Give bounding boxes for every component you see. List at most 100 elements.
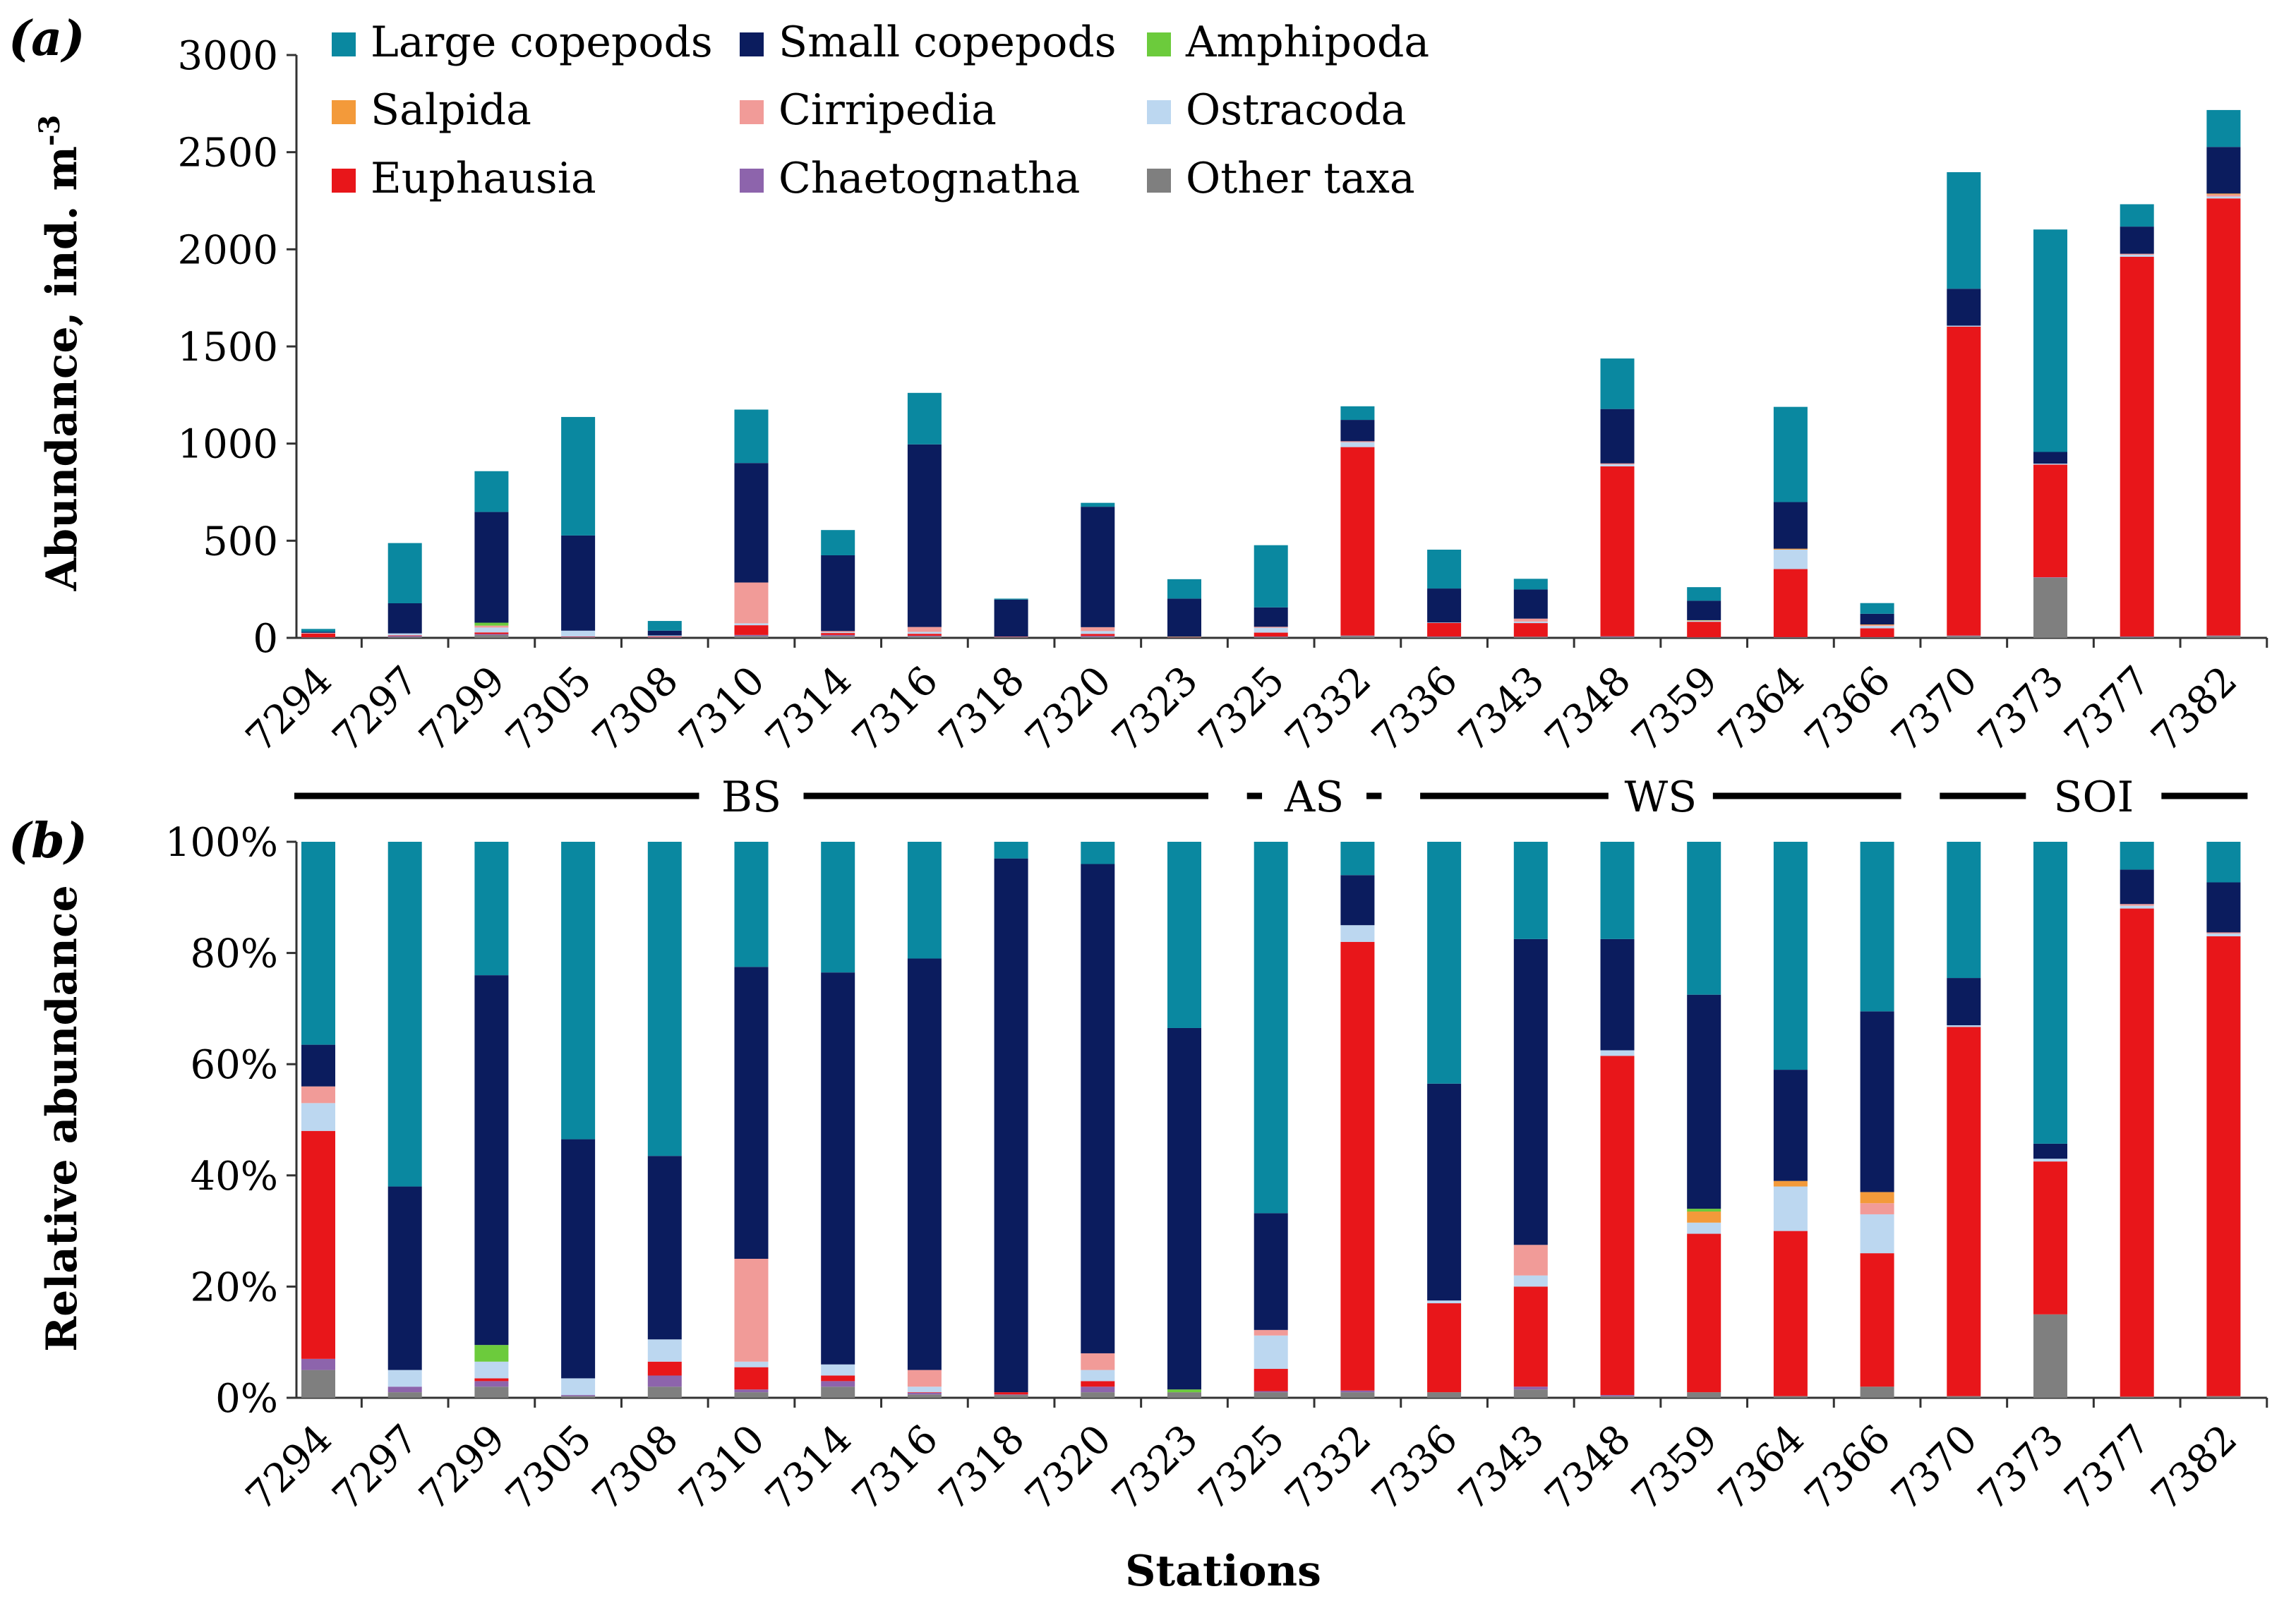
panel-b-bar-segment — [1513, 1286, 1548, 1387]
panel-b-bar-segment — [1427, 1083, 1462, 1301]
panel-a-bar-segment — [1687, 587, 1721, 601]
legend-label: Cirripedia — [779, 85, 997, 135]
panel-a-bar-segment — [1081, 636, 1115, 638]
panel-a-bar-segment — [474, 632, 509, 634]
panel-b-bar-segment — [1860, 1203, 1894, 1214]
region-label: BS — [721, 773, 781, 822]
legend-label: Ostracoda — [1186, 85, 1406, 135]
panel-a-bar-segment — [647, 636, 682, 638]
panel-a-bar-segment — [1860, 637, 1894, 638]
panel-b-bar-segment — [1254, 1213, 1288, 1330]
panel-b-bar-segment — [907, 1392, 942, 1393]
panel-a-bar-segment — [647, 636, 682, 637]
panel-a-bar-segment — [994, 636, 1028, 637]
panel-b-bar-segment — [1081, 1392, 1115, 1398]
panel-a-bar-segment — [1167, 637, 1201, 638]
panel-a-bar-segment — [561, 636, 596, 638]
panel-a-bar-segment — [1427, 636, 1462, 637]
panel-b-bar-segment — [647, 1361, 682, 1376]
legend-label: Other taxa — [1186, 154, 1415, 203]
panel-b-bar-segment — [301, 1044, 335, 1087]
panel-a-bar-segment — [1947, 172, 1981, 289]
panel-b-bars — [301, 842, 2241, 1398]
panel-a-bar-segment — [561, 535, 596, 631]
panel-a-bar-segment — [2206, 147, 2241, 194]
panel-a-bar-segment — [1773, 502, 1808, 549]
panel-b-bar-segment — [2120, 905, 2154, 909]
panel-a-bar-segment — [1773, 569, 1808, 637]
region-label: AS — [1284, 773, 1344, 822]
panel-a-y-tick-label: 2500 — [177, 131, 278, 176]
panel-b-ylabel: Relative abundance — [37, 885, 87, 1351]
panel-b-bar-segment — [474, 1386, 509, 1398]
panel-a-bar-segment — [647, 637, 682, 638]
panel-b-bar-segment — [734, 1259, 769, 1362]
panel-a-bar-segment — [301, 633, 335, 638]
panel-b-bar-segment — [1340, 875, 1375, 926]
panel-a-bar-segment — [1340, 420, 1375, 442]
panel-b-bar-segment — [994, 842, 1028, 859]
panel-b-bar-segment — [387, 842, 422, 1187]
panel-b-bar-segment — [1860, 1386, 1894, 1398]
panel-a-bar-segment — [2033, 464, 2067, 578]
panel-a-bar-segment — [1687, 600, 1721, 620]
panel-a-bar-segment — [1947, 325, 1981, 327]
panel-b-y-tick-label: 60% — [191, 1042, 278, 1088]
panel-a-bar-segment — [2206, 109, 2241, 147]
panel-a-bar-segment — [907, 636, 942, 638]
panel-b-bar-segment — [994, 858, 1028, 1393]
panel-b-bar-segment — [1427, 1300, 1462, 1304]
panel-a-bar-segment — [1340, 636, 1375, 638]
panel-a-bar-segment — [2033, 229, 2067, 452]
panel-a-bar-segment — [821, 632, 855, 634]
panel-b-bar-segment — [907, 958, 942, 1370]
panel-b-bar-segment — [821, 1375, 855, 1382]
panel-b-bar-segment — [734, 1392, 769, 1398]
panel-a-bar-segment — [994, 599, 1028, 637]
panel-a-bar-segment — [301, 633, 335, 634]
panel-b-bar-segment — [1860, 1192, 1894, 1204]
panel-a-bar-segment — [1860, 603, 1894, 614]
panel-b-bar-segment — [1427, 1303, 1462, 1393]
panel-b-bar-segment — [1600, 1056, 1635, 1396]
legend-label: Amphipoda — [1185, 18, 1429, 67]
panel-a-bar-segment — [301, 629, 335, 632]
panel-b-bar-segment — [1340, 1392, 1375, 1398]
panel-b-bar-segment — [734, 842, 769, 967]
panel-a-ylabel-superscript: -3 — [33, 115, 66, 146]
panel-b-bar-segment — [647, 1386, 682, 1398]
panel-b-bar-segment — [1081, 1370, 1115, 1382]
panel-b-bar-segment — [1340, 1390, 1375, 1393]
panel-a-bar-segment — [1254, 636, 1288, 637]
panel-b-bar-segment — [1687, 994, 1721, 1209]
panel-a-bar-segment — [1081, 507, 1115, 627]
panel-b-bar-segment — [1687, 842, 1721, 995]
panel-b-bar-segment — [821, 972, 855, 1365]
panel-b-bar-segment — [2033, 842, 2067, 1144]
panel-b-bar-segment — [561, 1378, 596, 1396]
panel-a-bar-segment — [647, 621, 682, 631]
panel-a-bar-segment — [1513, 579, 1548, 590]
legend-label: Small copepods — [779, 18, 1117, 67]
panel-a-y-tick-label: 1000 — [177, 422, 278, 468]
panel-b-bar-segment — [821, 1381, 855, 1387]
panel-a-ylabel-main: Abundance, ind. m — [37, 146, 87, 591]
panel-a-bar-segment — [474, 512, 509, 623]
panel-b-bar-segment — [734, 1367, 769, 1390]
panel-b-bar-segment — [1687, 1392, 1721, 1398]
panel-b-y-tick-label: 40% — [191, 1154, 278, 1200]
panel-a-bar-segment — [821, 631, 855, 632]
panel-a-bar-segment — [1167, 636, 1201, 638]
panel-a-bar-segment — [1773, 637, 1808, 638]
panel-a-bar-segment — [907, 634, 942, 636]
panel-a-bar-segment — [387, 543, 422, 603]
panel-a-bar-segment — [1860, 628, 1894, 637]
panel-b-bar-segment — [1081, 1353, 1115, 1370]
panel-a-bar-segment — [2033, 452, 2067, 464]
panel-b-y-tick-label: 80% — [191, 931, 278, 977]
panel-b-bar-segment — [561, 1396, 596, 1398]
panel-b-bar-segment — [474, 1361, 509, 1379]
panel-b-bar-segment — [1860, 1214, 1894, 1254]
panel-a-bar-segment — [2120, 253, 2154, 255]
